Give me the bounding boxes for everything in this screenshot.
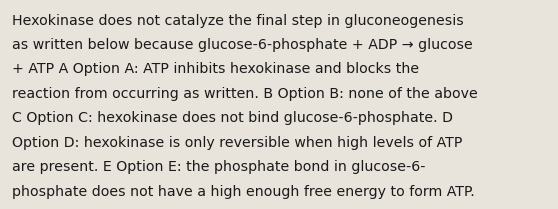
Text: Hexokinase does not catalyze the final step in gluconeogenesis: Hexokinase does not catalyze the final s…: [12, 14, 464, 28]
Text: as written below because glucose-6-phosphate + ADP → glucose: as written below because glucose-6-phosp…: [12, 38, 473, 52]
Text: + ATP A Option A: ATP inhibits hexokinase and blocks the: + ATP A Option A: ATP inhibits hexokinas…: [12, 62, 420, 76]
Text: phosphate does not have a high enough free energy to form ATP.: phosphate does not have a high enough fr…: [12, 185, 475, 199]
Text: reaction from occurring as written. B Option B: none of the above: reaction from occurring as written. B Op…: [12, 87, 478, 101]
Text: are present. E Option E: the phosphate bond in glucose-6-: are present. E Option E: the phosphate b…: [12, 160, 426, 174]
Text: C Option C: hexokinase does not bind glucose-6-phosphate. D: C Option C: hexokinase does not bind glu…: [12, 111, 453, 125]
Text: Option D: hexokinase is only reversible when high levels of ATP: Option D: hexokinase is only reversible …: [12, 136, 463, 150]
